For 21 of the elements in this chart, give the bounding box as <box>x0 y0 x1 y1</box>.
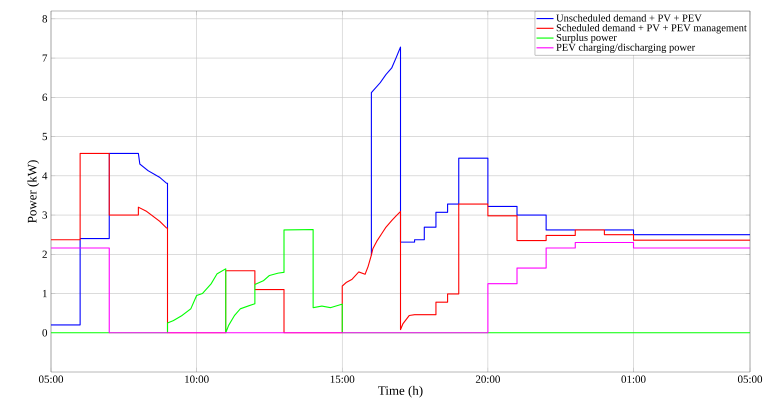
y-tick-label: 7 <box>42 54 48 62</box>
y-tick-label: 0 <box>42 329 48 336</box>
x-tick-label: 20:00 <box>476 376 500 383</box>
x-axis-title: Time (h) <box>378 386 423 398</box>
legend-label: Surplus power <box>556 34 617 44</box>
legend-label: Unscheduled demand + PV + PEV <box>556 14 702 22</box>
y-tick-label: 3 <box>42 211 48 219</box>
legend-label: PEV charging/discharging power <box>556 43 696 53</box>
y-axis-title: Power (kW) <box>27 160 40 223</box>
y-tick-label: 4 <box>42 172 48 180</box>
y-tick-label: 8 <box>42 15 48 23</box>
y-tick-label: 6 <box>42 94 48 102</box>
y-tick-label: 2 <box>42 250 47 258</box>
y-tick-label: 5 <box>42 132 48 140</box>
x-tick-label: 15:00 <box>330 376 354 383</box>
x-tick-label: 10:00 <box>185 376 209 383</box>
x-tick-label: 01:00 <box>621 376 646 383</box>
x-tick-label: 05:00 <box>38 376 64 383</box>
x-tick-label: 05:00 <box>738 376 762 383</box>
y-tick-label: 1 <box>42 290 47 298</box>
legend-label: Scheduled demand + PV + PEV management <box>556 24 747 34</box>
